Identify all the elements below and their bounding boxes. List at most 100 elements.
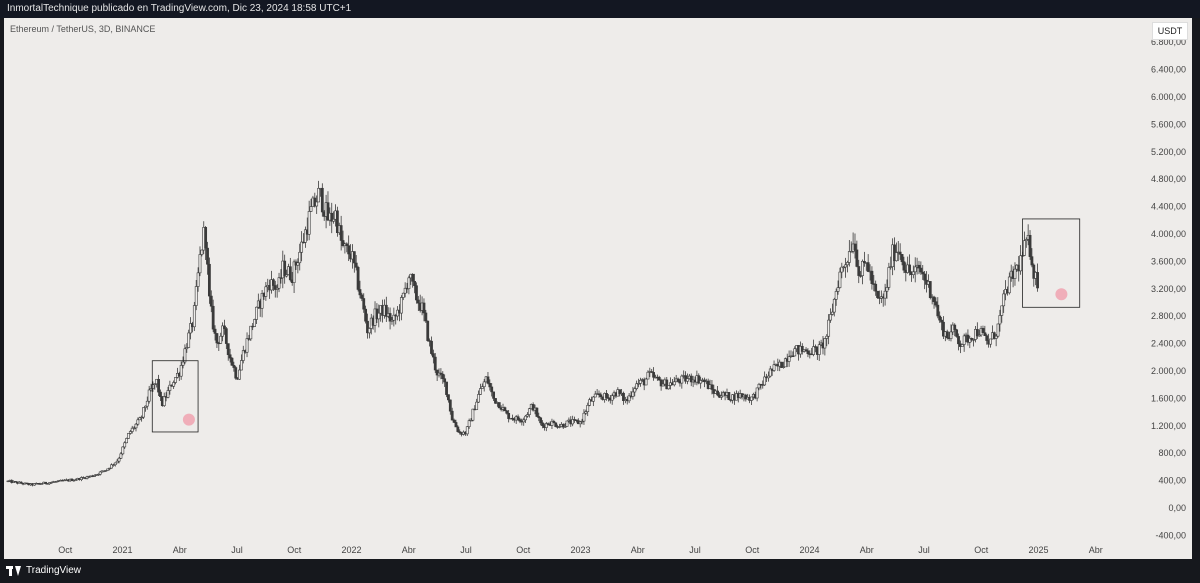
candle-body	[977, 334, 981, 337]
candle-body	[399, 297, 403, 314]
candle-body	[366, 320, 369, 334]
candle-body	[213, 328, 217, 334]
x-tick-label: Abr	[860, 545, 874, 555]
candle-body	[296, 262, 300, 266]
candle-body	[239, 360, 243, 371]
candle-body	[900, 254, 904, 262]
x-tick-label: Oct	[974, 545, 989, 555]
candle-body	[981, 328, 985, 333]
x-tick-label: 2021	[112, 545, 132, 555]
candle-body	[431, 353, 435, 358]
candle-body	[558, 426, 561, 428]
tradingview-logo-icon	[6, 565, 22, 576]
candle-body	[689, 375, 693, 383]
tradingview-logo[interactable]: TradingView	[6, 565, 81, 576]
x-tick-label: Oct	[745, 545, 760, 555]
candle-body	[783, 358, 787, 368]
candle-body	[716, 390, 719, 396]
candle-body	[957, 336, 960, 345]
candle-body	[644, 378, 648, 386]
candle-body	[194, 286, 198, 306]
candle-body	[362, 298, 366, 310]
candle-body	[132, 427, 136, 429]
candle-body	[224, 328, 228, 344]
candle-body	[426, 320, 430, 341]
candle-body	[650, 371, 654, 373]
candle-body	[123, 442, 127, 448]
candle-body	[206, 247, 209, 265]
candle-body	[211, 305, 215, 330]
candle-body	[767, 375, 770, 379]
candle-body	[1036, 272, 1039, 289]
candle-body	[857, 266, 861, 276]
candle-body	[226, 343, 230, 356]
candle-body	[411, 273, 415, 282]
candle-body	[98, 471, 102, 475]
candle-body	[117, 457, 121, 462]
candle-body	[157, 378, 160, 393]
candle-body	[223, 325, 226, 329]
x-tick-label: Abr	[173, 545, 187, 555]
candle-body	[181, 361, 185, 366]
candle-body	[970, 338, 974, 341]
candle-body	[829, 314, 832, 321]
candle-body	[539, 417, 543, 424]
candle-body	[341, 240, 345, 247]
candle-body	[834, 291, 838, 300]
candle-body	[953, 324, 957, 331]
candle-body	[962, 335, 966, 345]
candle-body	[599, 394, 603, 398]
highlight-dot	[1055, 288, 1068, 301]
candle-body	[467, 420, 471, 428]
candle-body	[710, 384, 714, 390]
candle-body	[215, 333, 219, 344]
candle-body	[989, 338, 992, 345]
y-tick-label: 1.200,00	[1151, 421, 1186, 431]
y-tick-label: 800,00	[1158, 448, 1186, 458]
candle-body	[364, 308, 368, 322]
candle-body	[147, 389, 151, 402]
candle-body	[727, 392, 731, 401]
candle-body	[800, 345, 804, 352]
candle-body	[844, 264, 847, 268]
candle-body	[960, 344, 964, 347]
x-tick-label: 2024	[799, 545, 819, 555]
x-tick-label: Jul	[689, 545, 701, 555]
candle-body	[565, 420, 569, 427]
candle-body	[631, 391, 635, 397]
candle-body	[719, 395, 723, 398]
candle-body	[825, 335, 829, 339]
candle-body	[136, 419, 140, 425]
x-tick-label: 2022	[341, 545, 361, 555]
candle-body	[847, 251, 851, 263]
candle-body	[475, 401, 479, 410]
candle-body	[902, 261, 906, 271]
candle-body	[115, 460, 119, 464]
chart-area[interactable]	[4, 18, 1192, 559]
candle-body	[200, 249, 204, 255]
y-tick-label: 5.600,00	[1151, 119, 1186, 129]
candle-body	[591, 396, 595, 402]
candle-body	[823, 338, 827, 349]
y-tick-label: 3.600,00	[1151, 256, 1186, 266]
candle-body	[198, 254, 202, 274]
candle-body	[219, 335, 223, 344]
y-tick-label: -400,00	[1155, 530, 1186, 540]
candle-body	[130, 427, 134, 432]
candle-body	[652, 372, 655, 378]
candle-body	[497, 402, 501, 409]
candle-body	[249, 325, 253, 340]
x-tick-label: 2023	[570, 545, 590, 555]
candle-body	[505, 410, 509, 414]
candle-body	[479, 388, 482, 395]
candle-body	[134, 423, 138, 429]
candle-body	[862, 260, 866, 264]
candle-body	[911, 271, 915, 275]
candle-body	[192, 305, 196, 328]
candle-body	[1028, 234, 1032, 257]
candle-body	[972, 339, 975, 341]
currency-unit-badge[interactable]: USDT	[1152, 22, 1188, 40]
y-tick-label: 6.000,00	[1151, 92, 1186, 102]
candle-body	[260, 292, 264, 309]
